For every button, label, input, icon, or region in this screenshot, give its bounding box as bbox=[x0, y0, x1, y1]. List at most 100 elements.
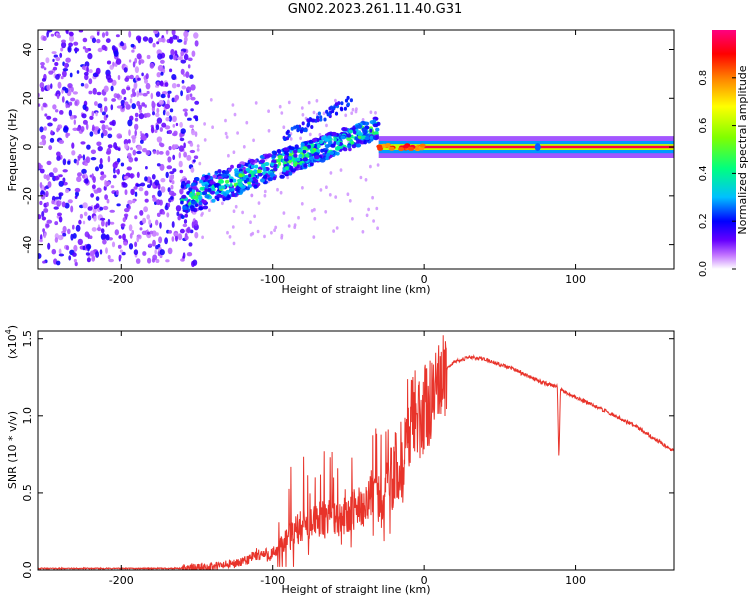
spectrogram-point bbox=[87, 215, 92, 221]
spectrogram-point bbox=[98, 163, 104, 170]
spectrogram-point bbox=[160, 186, 166, 193]
spectrogram-point bbox=[88, 90, 93, 95]
spectrogram-point bbox=[123, 175, 129, 180]
spectrogram-point bbox=[329, 150, 335, 155]
spectrogram-point bbox=[139, 131, 143, 134]
spectrogram-point bbox=[165, 171, 169, 179]
spectrogram-point bbox=[318, 139, 324, 144]
spectrogram-point bbox=[50, 83, 53, 89]
spectrogram-point bbox=[62, 177, 66, 183]
spectrogram-point bbox=[157, 190, 162, 197]
spectrogram-point bbox=[154, 129, 158, 134]
spectrogram-point bbox=[165, 117, 170, 122]
spectrogram-point bbox=[160, 59, 165, 64]
spectrogram-point bbox=[312, 235, 316, 239]
spectrogram-point bbox=[126, 86, 131, 91]
spectrogram-point bbox=[193, 155, 199, 159]
spectrogram-point bbox=[52, 66, 58, 71]
spectrogram-point bbox=[141, 72, 144, 77]
spectrogram-point bbox=[112, 174, 117, 179]
spectrogram-point bbox=[274, 225, 278, 230]
spectrogram-point bbox=[72, 224, 75, 230]
spectrogram-point bbox=[136, 90, 140, 98]
spectrogram-point bbox=[94, 101, 98, 106]
spectrogram-point bbox=[68, 255, 72, 261]
spectrogram-point bbox=[116, 133, 122, 139]
spectrogram-point bbox=[136, 53, 142, 60]
spectrogram-point bbox=[213, 183, 219, 188]
spectrogram-point bbox=[103, 85, 109, 93]
spectrogram-point bbox=[57, 81, 62, 89]
spectrogram-point bbox=[85, 156, 91, 164]
spectrogram-point bbox=[225, 189, 230, 194]
spectrogram-point bbox=[356, 124, 363, 129]
spectrogram-point bbox=[184, 111, 188, 117]
spectrogram-point bbox=[78, 154, 82, 157]
spectrogram-point bbox=[51, 51, 57, 55]
spectrogram-point bbox=[312, 118, 316, 123]
spectrogram-point bbox=[284, 154, 288, 159]
spectrogram-point bbox=[257, 172, 263, 177]
spectrogram-point bbox=[332, 106, 336, 111]
spectrogram-point bbox=[314, 155, 320, 160]
spectrogram-point bbox=[58, 248, 62, 255]
spectrogram-point bbox=[117, 147, 121, 151]
spectrogram-point bbox=[107, 144, 113, 149]
spectrogram-point bbox=[67, 199, 73, 204]
spectrogram-point bbox=[233, 112, 237, 117]
spectrogram-point bbox=[151, 100, 155, 106]
snr-yscale-label: (x104) bbox=[4, 325, 19, 359]
spectrogram-point bbox=[117, 75, 121, 80]
spectrogram-point bbox=[323, 135, 327, 140]
spectrogram-point bbox=[167, 90, 172, 94]
spectrogram-point bbox=[99, 120, 106, 124]
spectrogram-point bbox=[319, 117, 323, 122]
spectrogram-point bbox=[102, 205, 109, 211]
spectrogram-point bbox=[55, 74, 60, 80]
spectrogram-point bbox=[90, 193, 94, 198]
spectrogram-point bbox=[195, 117, 199, 122]
spectrogram-point bbox=[262, 167, 267, 172]
spectrogram-point bbox=[180, 200, 184, 205]
spectrogram-point bbox=[101, 32, 106, 38]
spectrogram-point bbox=[313, 216, 317, 221]
spectrogram-point bbox=[124, 208, 130, 213]
spectrogram-xlabel: Height of straight line (km) bbox=[281, 283, 430, 296]
spectrogram-point bbox=[131, 88, 135, 94]
spectrogram-point bbox=[179, 228, 185, 234]
spectrogram-point bbox=[134, 112, 139, 118]
spectrogram-point bbox=[254, 179, 259, 183]
spectrogram-point bbox=[95, 166, 99, 172]
spectrogram-point bbox=[155, 91, 161, 97]
spectrogram-point bbox=[272, 176, 277, 181]
spectrogram-point bbox=[170, 175, 173, 181]
spectrogram-point bbox=[270, 231, 273, 235]
spectrogram-point bbox=[59, 52, 63, 58]
spectrogram-point bbox=[257, 201, 261, 205]
spectrogram-point bbox=[101, 220, 105, 227]
spectrogram-point bbox=[369, 110, 373, 114]
spectrogram-point bbox=[117, 244, 122, 249]
spectrogram-point bbox=[354, 109, 358, 114]
spectrogram-point bbox=[200, 199, 207, 204]
spectrogram-point bbox=[136, 145, 143, 151]
spectrogram-point bbox=[80, 141, 86, 145]
spectrogram-point bbox=[38, 103, 41, 107]
spectrogram-point bbox=[105, 234, 110, 241]
spectrogram-point bbox=[39, 182, 43, 189]
spectrogram-point bbox=[357, 132, 364, 137]
spectrogram-point bbox=[335, 226, 339, 230]
spectrogram-point bbox=[334, 102, 338, 107]
spectrogram-point bbox=[56, 34, 62, 39]
x-tick-label: -200 bbox=[109, 273, 134, 286]
spectrogram-point bbox=[156, 212, 161, 217]
spectrogram-point bbox=[58, 192, 64, 197]
spectrogram-point bbox=[87, 206, 93, 211]
spectrogram-point bbox=[301, 113, 305, 117]
spectrogram-point bbox=[84, 48, 89, 53]
spectrogram-point bbox=[238, 183, 243, 187]
spectrogram-point bbox=[101, 124, 106, 131]
y-tick-label: 20 bbox=[21, 91, 34, 105]
spectrogram-point bbox=[231, 103, 235, 107]
